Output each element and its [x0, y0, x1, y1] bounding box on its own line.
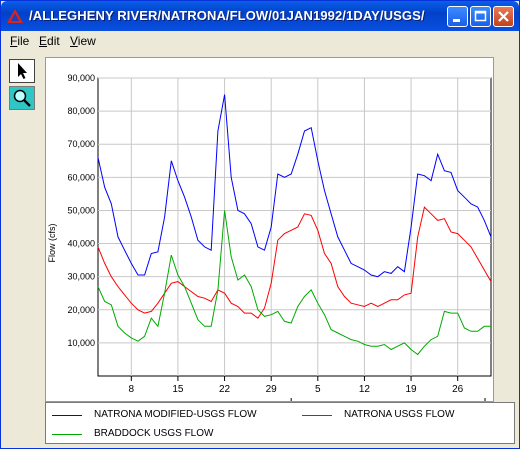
window-title: /ALLEGHENY RIVER/NATRONA/FLOW/01JAN1992/…	[29, 8, 425, 23]
y-tick-label: 20,000	[67, 305, 95, 315]
app-logo-icon	[6, 8, 24, 24]
menu-edit-mnemonic: E	[39, 34, 47, 48]
maximize-icon	[471, 7, 490, 26]
x-tick-label: 29	[266, 384, 278, 395]
minimize-icon	[448, 7, 467, 26]
plot-frame[interactable]: 10,000 20,000 30,000 40,000 50,000 60,000 70,0…	[45, 57, 494, 402]
legend-label: NATRONA USGS FLOW	[344, 409, 454, 420]
x-tick-label: 26	[452, 384, 464, 395]
zoom-tool-button[interactable]	[9, 86, 35, 110]
series-line-3	[98, 210, 491, 354]
close-button[interactable]	[493, 6, 514, 27]
close-icon	[494, 7, 513, 26]
menu-edit[interactable]: Edit	[39, 34, 60, 48]
y-tick-label: 60,000	[67, 172, 95, 182]
x-tick-label: 8	[129, 384, 135, 395]
y-tick-label: 70,000	[67, 139, 95, 149]
x-tick-label: 5	[315, 384, 321, 395]
menu-bar: File Edit View	[5, 32, 515, 50]
menu-file[interactable]: File	[10, 34, 29, 48]
y-axis-label: Flow (cfs)	[47, 224, 57, 263]
series-line-1	[98, 95, 491, 277]
y-tick-label: 30,000	[67, 272, 95, 282]
y-tick-label: 80,000	[67, 106, 95, 116]
y-tick-label: 90,000	[67, 73, 95, 83]
minimize-button[interactable]	[447, 6, 468, 27]
magnifier-icon	[10, 87, 34, 109]
y-axis: 10,000 20,000 30,000 40,000 50,000 60,000 70,0…	[67, 73, 95, 348]
legend-swatch-blue	[52, 415, 82, 416]
y-tick-label: 50,000	[67, 205, 95, 215]
title-bar[interactable]: /ALLEGHENY RIVER/NATRONA/FLOW/01JAN1992/…	[1, 1, 519, 31]
legend-swatch-green	[52, 434, 82, 435]
y-tick-label: 40,000	[67, 239, 95, 249]
legend-swatch-red	[302, 415, 332, 416]
maximize-button[interactable]	[470, 6, 491, 27]
x-tick-label: 15	[172, 384, 184, 395]
plot-area-border	[98, 78, 491, 376]
flow-chart[interactable]: 10,000 20,000 30,000 40,000 50,000 60,000 70,0…	[46, 58, 493, 401]
x-tick-label: 12	[359, 384, 371, 395]
series-line-2	[98, 207, 491, 318]
menu-view[interactable]: View	[70, 34, 96, 48]
select-tool-button[interactable]	[9, 59, 35, 83]
legend-label: BRADDOCK USGS FLOW	[94, 428, 213, 439]
chart-grid	[98, 78, 491, 376]
x-axis: 81522295121926Mar1992Apr1992	[129, 376, 485, 401]
legend: NATRONA MODIFIED-USGS FLOW NATRONA USGS …	[45, 402, 515, 444]
menu-view-mnemonic: V	[70, 34, 78, 48]
chart-series	[98, 95, 491, 355]
arrow-pointer-icon	[10, 60, 34, 82]
y-tick-label: 10,000	[67, 338, 95, 348]
x-tick-label: 22	[219, 384, 231, 395]
legend-label: NATRONA MODIFIED-USGS FLOW	[94, 409, 257, 420]
x-tick-label: 19	[406, 384, 418, 395]
